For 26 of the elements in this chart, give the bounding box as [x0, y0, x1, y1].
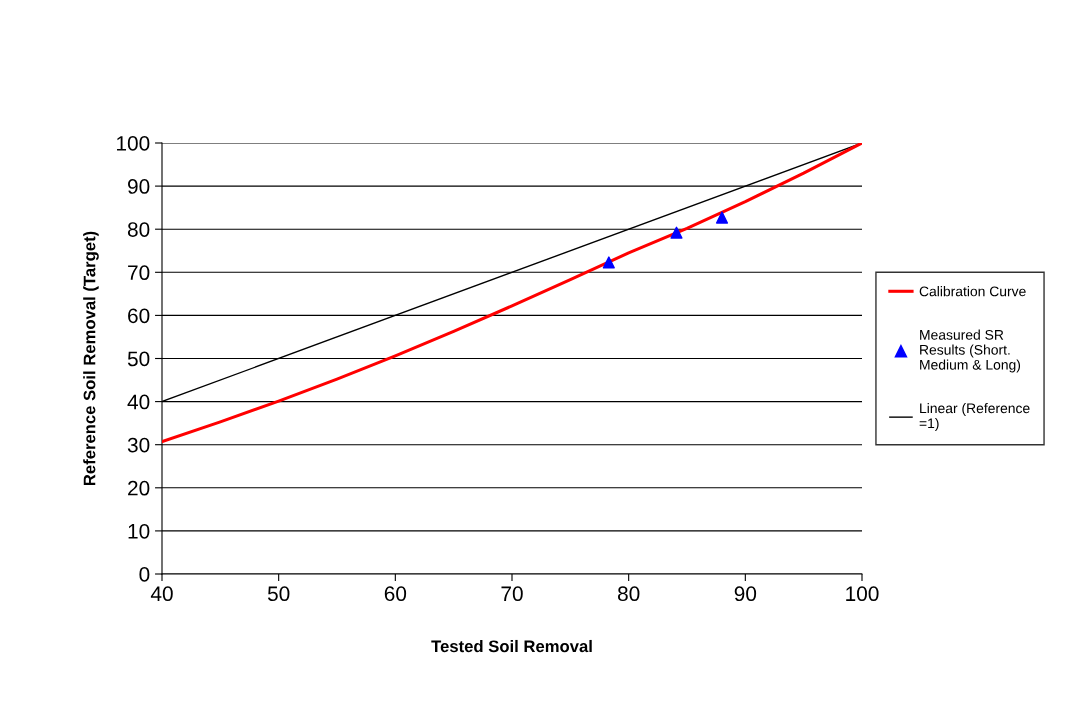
x-tick-label: 90 [734, 586, 757, 602]
point [670, 226, 683, 239]
x-tick-label: 70 [501, 586, 523, 602]
y-tick-label: 80 [127, 222, 150, 237]
point [602, 256, 615, 269]
y-tick-label: 40 [127, 394, 150, 410]
y-tick-label: 20 [128, 480, 150, 496]
x-tick-label: 80 [617, 586, 640, 602]
legend-label: Linear (Reference =1) [919, 403, 1030, 431]
y-tick-label: 30 [127, 437, 150, 453]
y-tick-label: 0 [139, 567, 150, 582]
y-tick-label: 60 [128, 308, 150, 324]
y-axis-title: Reference Soil Removal (Target) [83, 231, 99, 486]
x-tick-label: 40 [150, 586, 173, 602]
y-tick-label: 90 [128, 179, 150, 194]
y-tick-label: 100 [117, 136, 150, 151]
x-tick-label: 50 [267, 586, 290, 602]
y-tick-label: 70 [128, 265, 150, 281]
x-axis-title: Tested Soil Removal [431, 639, 592, 653]
x-tick-label: 60 [384, 586, 407, 602]
point [715, 211, 729, 224]
legend-label: Measured SR Results (Short. Medium & Long) [920, 329, 1021, 373]
x-tick-label: 100 [846, 586, 879, 602]
y-tick-label: 10 [128, 523, 150, 539]
y-tick-label: 50 [127, 351, 150, 367]
legend-label: Calibration Curve [919, 286, 1026, 297]
